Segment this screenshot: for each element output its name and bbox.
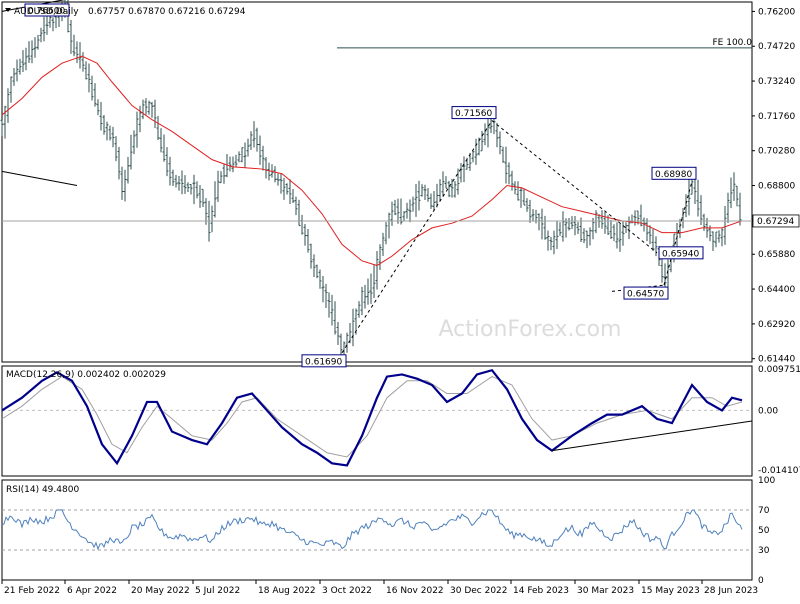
- ohlc-values-label: 0.67757 0.67870 0.67216 0.67294: [88, 7, 246, 17]
- x-tick-label: 20 May 2022: [131, 586, 190, 596]
- level-box: [24, 3, 70, 17]
- macd-title: MACD(12,26,9) 0.002402 0.002029: [6, 370, 166, 380]
- x-tick-label: 30 Mar 2023: [577, 586, 634, 596]
- macd-signal-line: [1, 375, 743, 458]
- chart-symbol-label: AUDUSD,Daily: [14, 7, 79, 17]
- dropdown-triangle-icon: [5, 8, 11, 12]
- rsi-y-tick-label: 70: [758, 506, 770, 516]
- x-tick-label: 21 Feb 2022: [4, 586, 60, 596]
- level-box: [451, 106, 497, 120]
- moving-average-line: [1, 55, 743, 267]
- macd-y-tick-label: 0.009751: [758, 365, 800, 375]
- price-y-tick-label: 0.74720: [758, 42, 795, 52]
- x-tick-label: 15 May 2023: [641, 586, 700, 596]
- dashed-projection-line: [491, 120, 658, 254]
- x-tick-label: 6 Apr 2022: [67, 586, 117, 596]
- price-y-tick-label: 0.76200: [758, 7, 795, 17]
- level-box-label: 0.71560: [455, 109, 492, 119]
- rsi-line: [1, 509, 743, 551]
- level-box-label: 0.64570: [627, 290, 664, 300]
- rsi-y-tick-label: 0: [758, 576, 764, 586]
- x-tick-label: 18 Aug 2022: [258, 586, 316, 596]
- rsi-y-tick-label: 100: [758, 476, 775, 486]
- level-box: [651, 166, 697, 180]
- current-price-tag: [752, 214, 800, 228]
- price-y-tick-label: 0.71760: [758, 112, 795, 122]
- x-tick-label: 5 Jul 2022: [195, 586, 240, 596]
- macd-y-tick-label: -0.014107: [758, 466, 800, 476]
- level-box: [658, 246, 704, 260]
- level-box-label: 0.68980: [655, 170, 692, 180]
- trendline: [1, 0, 66, 12]
- current-price-tag-label: 0.67294: [757, 217, 794, 227]
- price-y-tick-label: 0.73240: [758, 77, 795, 87]
- price-y-tick-label: 0.70280: [758, 147, 795, 157]
- level-box: [623, 286, 669, 300]
- macd-line: [1, 368, 743, 467]
- rsi-y-tick-label: 50: [758, 526, 770, 536]
- level-box: [301, 354, 347, 368]
- x-tick-label: 30 Dec 2022: [450, 586, 508, 596]
- dashed-projection-line: [341, 120, 493, 354]
- macd-y-tick-label: 0.00: [758, 406, 778, 416]
- price-y-tick-label: 0.65880: [758, 250, 795, 260]
- x-tick-label: 14 Feb 2023: [513, 586, 569, 596]
- price-y-tick-label: 0.68800: [758, 182, 795, 192]
- x-tick-label: 16 Nov 2022: [386, 586, 444, 596]
- price-panel-frame: [1, 1, 753, 363]
- price-y-tick-label: 0.61440: [758, 355, 795, 365]
- price-y-tick-label: 0.64400: [758, 285, 795, 295]
- fe-level-label: FE 100.0: [713, 38, 753, 48]
- level-box-label: 0.76600: [28, 7, 65, 17]
- level-box-label: 0.61690: [305, 357, 342, 367]
- x-tick-label: 3 Oct 2022: [322, 586, 372, 596]
- level-box-label: 0.65940: [662, 249, 699, 259]
- rsi-y-tick-label: 30: [758, 546, 770, 556]
- rsi-title: RSI(14) 49.4800: [6, 485, 79, 495]
- trendline: [1, 170, 78, 187]
- watermark: ActionForex.com: [439, 317, 622, 342]
- rsi-panel-frame: [1, 479, 753, 581]
- price-y-tick-label: 0.62920: [758, 320, 795, 330]
- x-tick-label: 28 Jun 2023: [704, 586, 758, 596]
- macd-trendline: [551, 420, 753, 452]
